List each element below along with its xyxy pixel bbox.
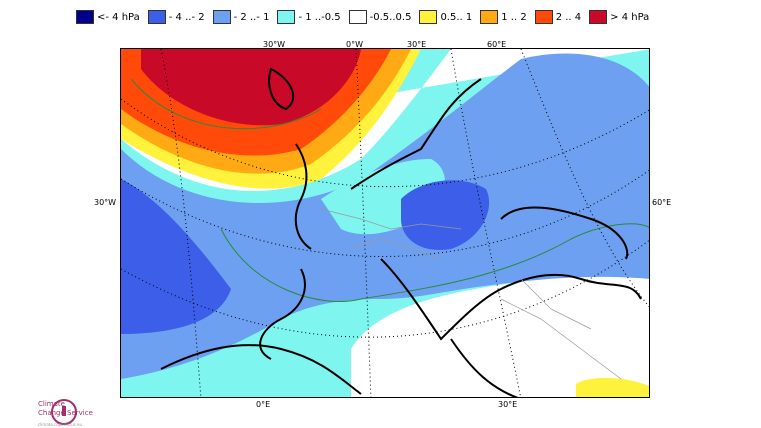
- legend-swatch: [348, 10, 367, 24]
- anomaly-minus2-4-europe: [401, 180, 490, 250]
- tick-label-top-4: 60°E: [487, 40, 507, 49]
- coastline-black-sea: [500, 206, 629, 260]
- tick-label-bottom-1: 0°E: [256, 400, 271, 409]
- legend-label: 2 .. 4: [555, 11, 582, 23]
- legend: <- 4 hPa - 4 ..- 2 - 2 ..- 1 - 1 ..-0.5 -0.5…: [76, 10, 657, 24]
- border-line: [500, 298, 622, 380]
- legend-label: - 4 ..- 2: [168, 11, 205, 23]
- anomaly-map: [121, 49, 649, 397]
- parallel-line: [121, 169, 649, 257]
- legend-item: - 1 ..-0.5: [277, 10, 341, 24]
- legend-swatch: [534, 10, 553, 24]
- anomaly-plus05-1-south: [576, 377, 649, 397]
- parallel-line: [121, 98, 649, 188]
- legend-item: 2 .. 4: [534, 10, 582, 24]
- contour-line: [130, 78, 649, 302]
- legend-swatch: [76, 10, 94, 24]
- legend-label: <- 4 hPa: [97, 11, 140, 23]
- logo-line-1: Climate: [38, 400, 65, 408]
- copernicus-logo-icon: [51, 399, 77, 425]
- legend-swatch: [212, 10, 231, 24]
- coastline-iceland: [268, 67, 295, 111]
- anomaly-neutral-south: [351, 250, 649, 397]
- logo-text: Climate Change Service: [38, 400, 93, 418]
- coastline-uk: [294, 143, 312, 250]
- tick-label-bottom-2: 30°E: [498, 400, 518, 409]
- map-frame: [120, 48, 650, 398]
- legend-item: - 2 ..- 1: [212, 10, 270, 24]
- meridian-line: [520, 49, 649, 308]
- tick-label-top-3: 30°E: [407, 40, 427, 49]
- coastline-scandinavia: [350, 78, 482, 190]
- legend-item: 1 .. 2: [480, 10, 527, 24]
- legend-swatch: [419, 10, 438, 24]
- logo-subtext: climate.copernicus.eu: [38, 422, 83, 427]
- legend-item: <- 4 hPa: [76, 10, 140, 24]
- coastline-mediterranean: [380, 258, 642, 341]
- legend-label: - 2 ..- 1: [233, 11, 270, 23]
- legend-label: 1 .. 2: [501, 11, 527, 23]
- border-line: [320, 208, 462, 230]
- legend-item: 0.5.. 1: [419, 10, 472, 24]
- tick-label-top-1: 30°W: [263, 40, 286, 49]
- legend-swatch: [277, 10, 296, 24]
- logo-line-2: Change Service: [38, 409, 93, 417]
- tick-label-top-2: 0°W: [346, 40, 363, 49]
- parallel-line: [121, 239, 649, 338]
- legend-label: - 1 ..-0.5: [298, 11, 341, 23]
- border-line: [350, 238, 442, 260]
- legend-swatch: [589, 10, 608, 24]
- borders: [320, 208, 622, 380]
- legend-item: -0.5..0.5: [348, 10, 412, 24]
- border-line: [520, 278, 592, 330]
- tick-label-left: 30°W: [94, 198, 117, 207]
- meridian-line: [355, 49, 372, 397]
- legend-swatch: [480, 10, 499, 24]
- legend-item: > 4 hPa: [589, 10, 649, 24]
- legend-swatch: [147, 10, 166, 24]
- coastline-iberia: [259, 268, 306, 360]
- anomaly-minus2-4-atlantic: [121, 179, 231, 334]
- legend-label: > 4 hPa: [610, 11, 650, 23]
- legend-label: -0.5..0.5: [369, 11, 412, 23]
- tick-label-right: 60°E: [652, 198, 672, 207]
- coastline-east-med: [450, 338, 519, 397]
- legend-item: - 4 ..- 2: [147, 10, 205, 24]
- legend-label: 0.5.. 1: [440, 11, 473, 23]
- coastlines: [160, 67, 642, 397]
- coastline-north-africa: [160, 344, 362, 395]
- anomaly-plus4-area: [141, 49, 361, 126]
